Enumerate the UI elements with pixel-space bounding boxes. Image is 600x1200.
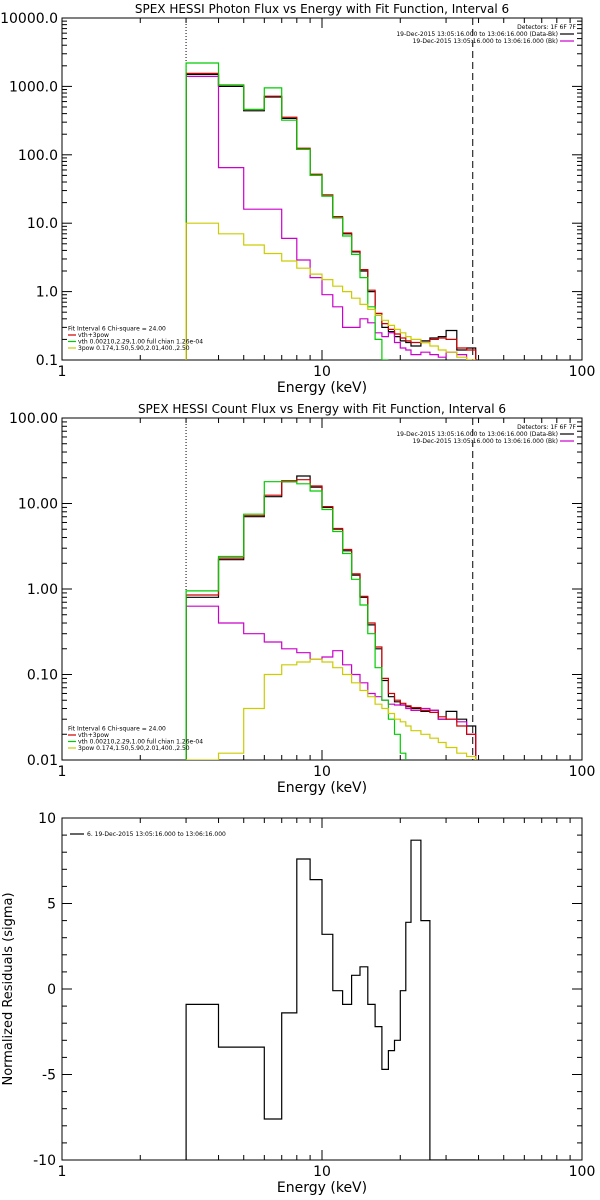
y-tick-label: 100.00: [9, 411, 58, 427]
series-line-4: [185, 481, 407, 760]
legend-entry: vth 0.00210,2.29,1.00 full chian 1.26e-0…: [78, 339, 203, 346]
series-line-1: [185, 839, 476, 1160]
legend-entry: 19-Dec-2015 13:05:16.000 to 13:06:16.000…: [396, 31, 558, 38]
x-tick-label: 100: [569, 1164, 596, 1180]
legend-entry: vth 0.00210,2.29,1.00 full chian 1.26e-0…: [78, 739, 203, 746]
chart-title: SPEX HESSI Photon Flux vs Energy with Fi…: [135, 2, 509, 16]
series-line-2: [185, 605, 477, 760]
y-tick-label: -5: [42, 1068, 56, 1084]
x-axis-label: Energy (keV): [277, 1180, 367, 1196]
series-line-5: [185, 222, 476, 360]
plot-frame: [61, 417, 583, 761]
x-tick-label: 100: [569, 764, 596, 780]
series-group: [185, 62, 477, 360]
y-tick-label: 5: [47, 897, 56, 913]
legend-entry: 19-Dec-2015 13:05:16.000 to 13:06:16.000…: [413, 38, 558, 45]
x-tick-label: 1: [58, 1164, 67, 1180]
legend-entry: vth+3pow: [78, 332, 109, 339]
chart-title: SPEX HESSI Count Flux vs Energy with Fit…: [138, 402, 506, 416]
series-line-3: [185, 72, 477, 360]
legend-entry: 19-Dec-2015 13:05:16.000 to 13:06:16.000…: [413, 438, 558, 445]
series-line-3: [185, 479, 477, 760]
y-tick-label: 100.0: [18, 148, 58, 164]
y-tick-label: 1.00: [27, 582, 58, 598]
x-tick-label: 10: [313, 364, 331, 380]
y-tick-label: 10.00: [18, 497, 58, 513]
y-tick-label: 0.1: [36, 353, 58, 369]
legend-entry: 19-Dec-2015 13:05:16.000 to 13:06:16.000…: [396, 431, 558, 438]
plot-frame: [61, 817, 583, 1161]
legend-entry: Detectors: 1F 6F 7F: [517, 424, 576, 431]
x-tick-label: 10: [313, 764, 331, 780]
y-tick-label: 10.0: [27, 216, 58, 232]
legend-entry: 6. 19-Dec-2015 13:05:16.000 to 13:06:16.…: [87, 831, 226, 838]
panel-1: 1 10 100 0.1 1.0 10.0 100.0 1000.0 10000.0 SPEX H…: [0, 2, 595, 396]
series-line-4: [185, 62, 389, 360]
series-group: [185, 839, 476, 1160]
series-line-2: [185, 75, 476, 360]
y-tick-label: 0.10: [27, 668, 58, 684]
x-axis-label: Energy (keV): [277, 780, 367, 796]
y-tick-label: -10: [33, 1153, 56, 1169]
series-line-5: [186, 658, 477, 760]
legend-entry: 3pow 0.174,1.50,5.90,2.01,400.,2.50: [78, 745, 190, 752]
x-tick-label: 10: [313, 1164, 331, 1180]
legend-entry: Detectors: 1F 6F 7F: [517, 24, 576, 31]
x-tick-label: 1: [58, 364, 67, 380]
y-tick-label: 0: [47, 982, 56, 998]
panel-2: 1 10 100 0.01 0.10 1.00 10.00 100.00 SPEX HESSI …: [9, 402, 595, 796]
series-line-1: [185, 475, 477, 760]
x-tick-label: 1: [58, 764, 67, 780]
series-line-1: [185, 73, 477, 360]
series-group: [185, 475, 477, 760]
legend-entry: Fit Interval 6 Chi-square = 24.00: [68, 726, 166, 733]
y-tick-label: 1000.0: [9, 79, 58, 95]
y-tick-label: 0.01: [27, 753, 58, 769]
y-tick-label: 1.0: [36, 285, 58, 301]
y-tick-label: 10000.0: [0, 11, 58, 27]
y-tick-label: 10: [38, 811, 56, 827]
legend-entry: 3pow 0.174,1.50,5.90,2.01,400.,2.50: [78, 345, 190, 352]
legend-entry: vth+3pow: [78, 732, 109, 739]
x-axis-label: Energy (keV): [277, 380, 367, 396]
x-tick-label: 100: [569, 364, 596, 380]
legend-entry: Fit Interval 6 Chi-square = 24.00: [68, 326, 166, 333]
y-axis-label: Normalized Residuals (sigma): [1, 892, 16, 1085]
